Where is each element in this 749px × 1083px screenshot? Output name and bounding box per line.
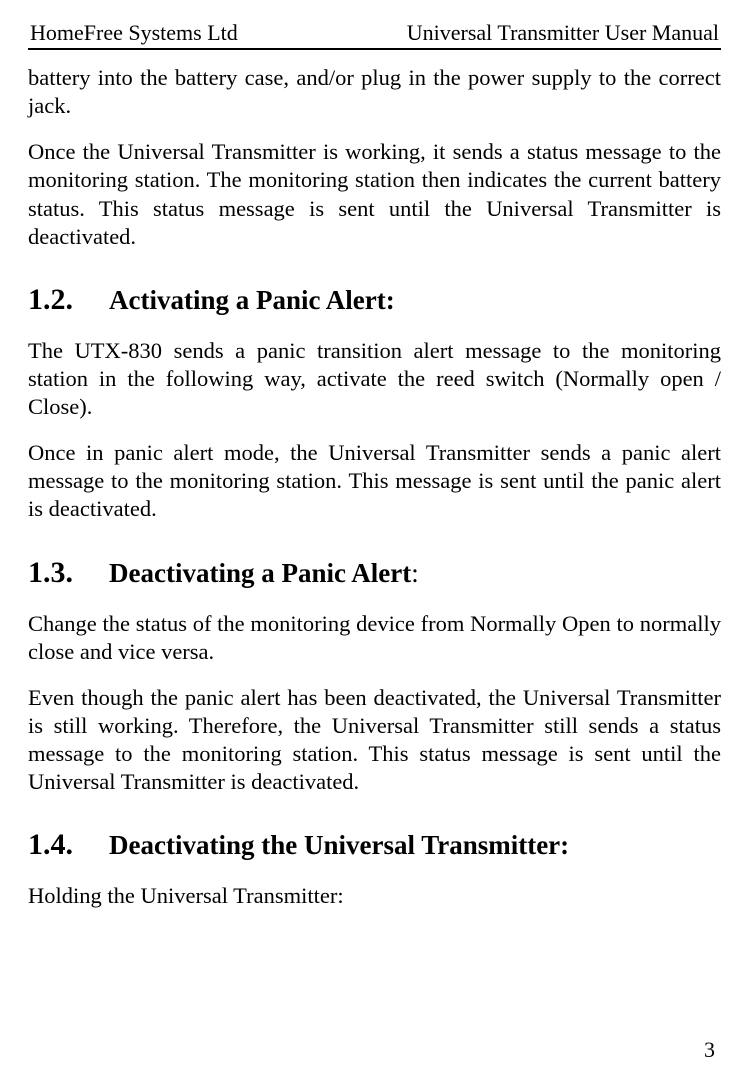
section-title-bold: Deactivating a Panic Alert (109, 558, 411, 588)
body-paragraph: Once in panic alert mode, the Universal … (28, 439, 721, 523)
section-number: 1.3. (28, 556, 73, 590)
body-paragraph: Once the Universal Transmitter is workin… (28, 138, 721, 251)
page: HomeFree Systems Ltd Universal Transmitt… (0, 0, 749, 1083)
page-footer: 3 (28, 1037, 721, 1063)
section-number: 1.4. (28, 828, 73, 862)
section-title: Deactivating a Panic Alert: (109, 558, 419, 589)
page-number: 3 (704, 1037, 715, 1062)
section-heading-1-3: 1.3. Deactivating a Panic Alert: (28, 556, 721, 590)
body-paragraph: The UTX-830 sends a panic transition ale… (28, 337, 721, 421)
section-title-tail: : (411, 558, 419, 588)
section-number: 1.2. (28, 283, 73, 317)
body-paragraph: Change the status of the monitoring devi… (28, 610, 721, 666)
body-paragraph: Even though the panic alert has been dea… (28, 684, 721, 797)
header-left: HomeFree Systems Ltd (30, 20, 238, 46)
header-right: Universal Transmitter User Manual (407, 20, 719, 46)
header-rule (28, 48, 721, 50)
body-paragraph: Holding the Universal Transmitter: (28, 882, 721, 910)
section-heading-1-4: 1.4. Deactivating the Universal Transmit… (28, 828, 721, 862)
section-title: Activating a Panic Alert: (109, 285, 395, 316)
page-header: HomeFree Systems Ltd Universal Transmitt… (28, 20, 721, 48)
body-paragraph: battery into the battery case, and/or pl… (28, 64, 721, 120)
section-heading-1-2: 1.2. Activating a Panic Alert: (28, 283, 721, 317)
section-title: Deactivating the Universal Transmitter: (109, 830, 569, 861)
